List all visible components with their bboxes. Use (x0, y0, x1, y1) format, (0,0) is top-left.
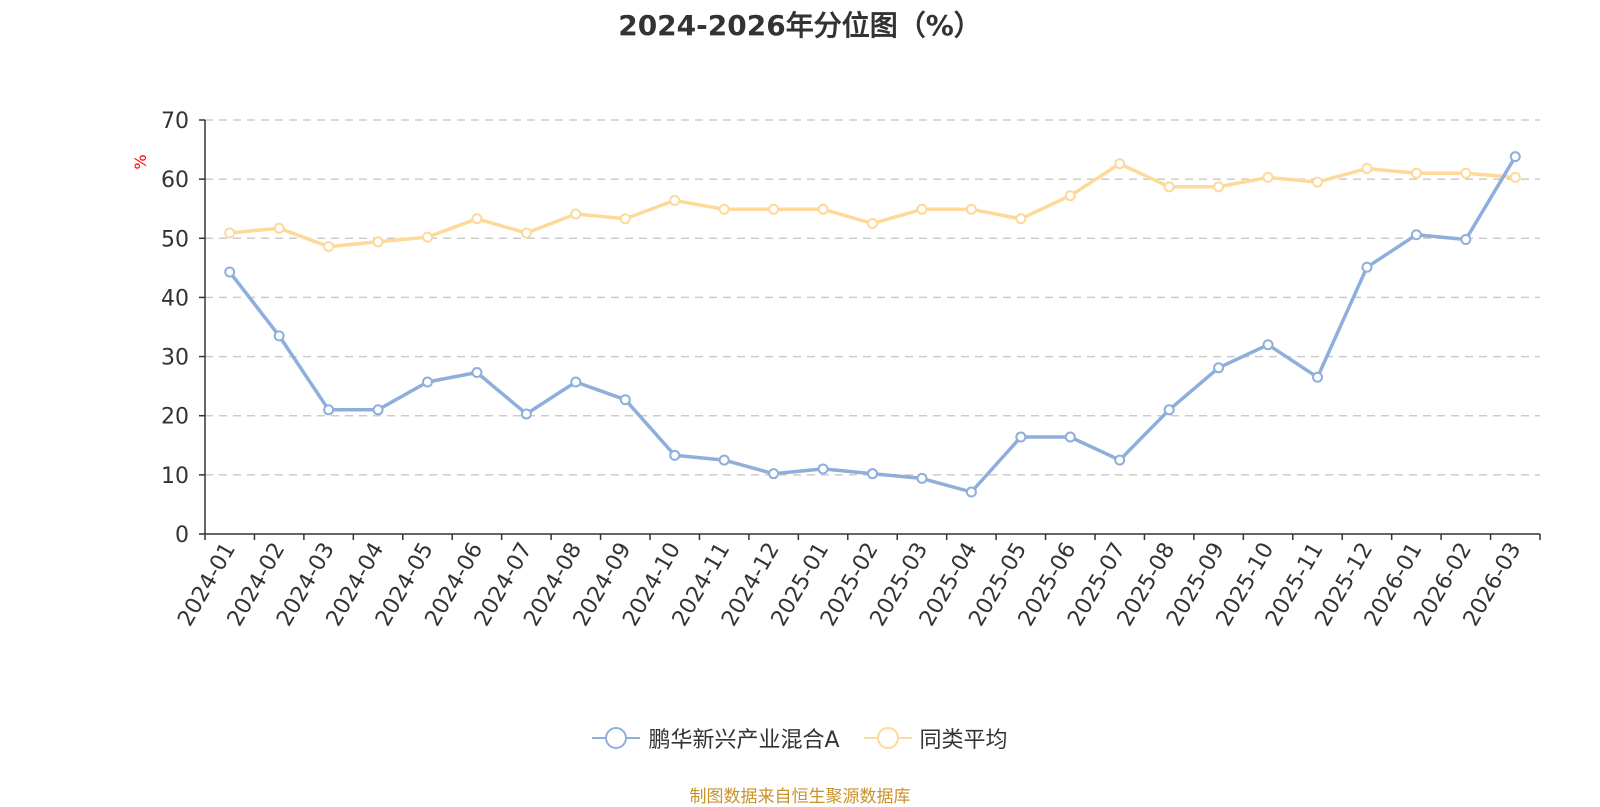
y-tick-label: 0 (175, 523, 189, 548)
legend-circle (605, 727, 628, 749)
data-point (1015, 431, 1027, 443)
data-point (817, 463, 829, 475)
data-point (1213, 181, 1225, 193)
legend-label: 鹏华新兴产业混合A (648, 728, 840, 753)
series-lines (224, 151, 1521, 498)
data-point (570, 376, 582, 388)
data-point (916, 472, 928, 484)
data-point (422, 376, 433, 388)
legend-marker-icon (592, 727, 641, 749)
series-line (229, 162, 1516, 249)
data-point (1213, 362, 1225, 374)
legend-marker-icon (863, 727, 912, 749)
series-line (228, 155, 1517, 494)
data-point (520, 227, 532, 239)
data-point (1312, 371, 1323, 383)
legend-item[interactable]: 同类平均 (863, 722, 1008, 754)
data-point (1509, 171, 1521, 183)
data-point (768, 468, 780, 480)
data-source: 制图数据来自恒生聚源数据库 (689, 787, 911, 807)
data-point (1410, 167, 1422, 179)
legend-item[interactable]: 鹏华新兴产业混合A (592, 722, 840, 754)
data-point (1460, 167, 1472, 179)
data-point (273, 222, 285, 234)
data-point (1361, 162, 1373, 174)
y-tick-label: 30 (161, 346, 189, 371)
data-point (1410, 229, 1422, 241)
y-tick-label: 70 (161, 109, 189, 134)
data-point (1163, 404, 1175, 416)
data-point (867, 218, 878, 229)
data-point (570, 208, 582, 220)
data-point (1262, 171, 1274, 183)
data-point (1064, 431, 1076, 443)
axes: 0102030405060702024-012024-022024-032024… (161, 109, 1541, 631)
data-point (1460, 233, 1472, 245)
data-point (1262, 339, 1274, 351)
data-point (471, 213, 483, 225)
y-tick-label: 60 (161, 168, 189, 193)
data-point (1015, 213, 1027, 225)
data-point (1064, 190, 1076, 202)
data-point (1509, 151, 1521, 163)
data-point (372, 404, 384, 416)
data-point (1114, 454, 1126, 466)
legend-circle (876, 727, 899, 749)
data-point (224, 227, 236, 239)
data-point (224, 266, 236, 278)
y-tick-label: 50 (161, 227, 189, 252)
data-point (422, 231, 433, 243)
data-point (718, 203, 730, 215)
y-axis-label: % (131, 154, 150, 169)
data-point (669, 449, 681, 461)
data-point (718, 454, 730, 466)
grid-lines (205, 119, 1540, 476)
data-point (619, 394, 631, 406)
data-point (867, 468, 878, 480)
y-tick-label: 20 (161, 405, 189, 430)
data-point (323, 241, 335, 253)
y-tick-label: 10 (161, 464, 189, 489)
data-point (273, 330, 285, 342)
data-point (768, 203, 780, 215)
y-tick-label: 40 (161, 286, 189, 311)
legend: 鹏华新兴产业混合A 同类平均 (0, 722, 1600, 756)
data-point (323, 404, 335, 416)
data-point (817, 203, 829, 215)
data-point (372, 236, 384, 248)
data-point (669, 194, 681, 206)
data-point (471, 367, 483, 379)
data-point (1163, 181, 1175, 193)
data-point (1312, 176, 1323, 188)
chart-title: 2024-2026年分位图（%） (618, 9, 982, 42)
data-point (1361, 261, 1373, 273)
data-point (520, 408, 532, 420)
data-point (916, 203, 928, 215)
data-point (619, 213, 631, 225)
data-point (965, 486, 977, 498)
data-point (965, 203, 977, 215)
legend-label: 同类平均 (919, 728, 1008, 753)
data-point (1114, 158, 1126, 170)
